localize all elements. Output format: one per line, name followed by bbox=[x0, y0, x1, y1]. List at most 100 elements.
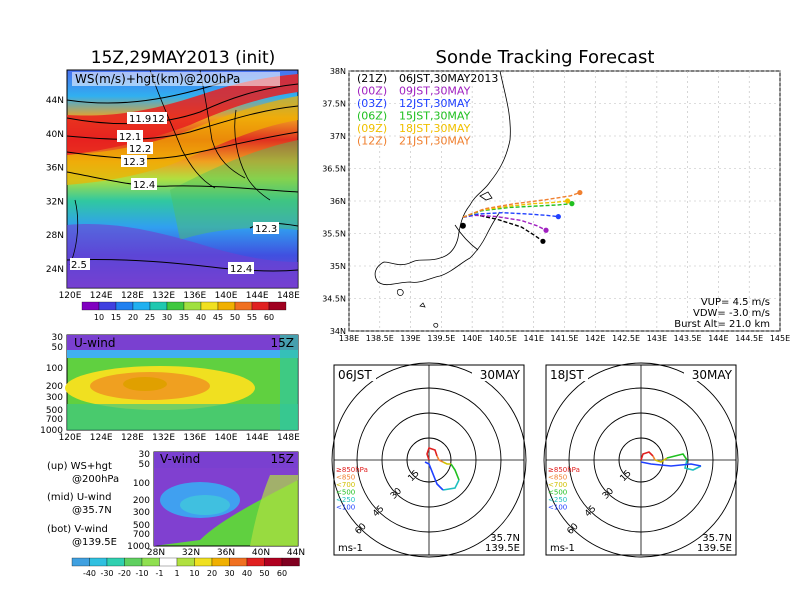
vwind-pressure-tick: 50 bbox=[139, 460, 151, 470]
colorbar-label: 50 bbox=[230, 313, 240, 322]
colorbar-label: 60 bbox=[277, 569, 287, 578]
hodo-unit: ms-1 bbox=[338, 543, 363, 554]
uwind-lon-tick: 148E bbox=[277, 433, 300, 443]
colorbar-swatch bbox=[246, 557, 265, 567]
pressure-legend: ≥850hPa bbox=[336, 466, 368, 474]
track-lon-tick: 144.5E bbox=[735, 334, 763, 343]
pressure-legend: <250 bbox=[336, 496, 355, 504]
colorbar-label: -20 bbox=[118, 569, 131, 578]
legend-code: (12Z) bbox=[357, 135, 387, 148]
track-line bbox=[462, 202, 572, 218]
landing-point bbox=[540, 238, 546, 244]
hodo-lon: 139.5E bbox=[697, 543, 732, 554]
pressure-legend: <850 bbox=[548, 474, 567, 482]
colorbar-swatch bbox=[89, 557, 108, 567]
track-lon-tick: 139E bbox=[400, 334, 420, 343]
track-lat-tick: 37N bbox=[330, 132, 346, 141]
uwind-pressure-tick: 500 bbox=[46, 406, 63, 416]
vdw-text: VDW= -3.0 m/s bbox=[693, 308, 770, 319]
legend-code: (06Z) bbox=[357, 110, 387, 123]
hodo-date: 30MAY bbox=[692, 368, 733, 382]
uwind-lon-tick: 144E bbox=[246, 433, 269, 443]
colorbar-swatch bbox=[183, 301, 202, 311]
colorbar-label: 40 bbox=[242, 569, 252, 578]
track-legend: (21Z) 06JST,30MAY2013 (00Z) 09JST,30MAY (03Z… bbox=[357, 72, 498, 148]
vwind-pressure-tick: 30 bbox=[139, 450, 151, 460]
map-lon-tick: 124E bbox=[90, 291, 113, 301]
landing-point bbox=[543, 227, 549, 233]
vwind-panel: V-wind 15Z bbox=[153, 451, 299, 547]
contour-label: 2.5 bbox=[71, 260, 87, 271]
map-lat-ticks: 44N 40N 36N 32N 28N 24N bbox=[46, 96, 64, 275]
map-lat-tick: 28N bbox=[46, 231, 64, 241]
track-lon-tick: 142E bbox=[585, 334, 605, 343]
track-lat-tick: 35N bbox=[330, 262, 346, 271]
note-bot: (bot) V-wind bbox=[47, 524, 108, 535]
legend-time: 21JST,30MAY bbox=[399, 135, 471, 148]
track-lat-ticks: 38N 37.5N 37N 36.5N 36N 35.5N 35N 34.5N 34N bbox=[322, 67, 346, 336]
track-lon-tick: 145E bbox=[770, 334, 790, 343]
uwind-lon-tick: 120E bbox=[59, 433, 82, 443]
uwind-lon-tick: 124E bbox=[90, 433, 113, 443]
note-mid: (mid) U-wind bbox=[47, 492, 111, 503]
colorbar-label: 35 bbox=[179, 313, 189, 322]
right-title: Sonde Tracking Forecast bbox=[436, 47, 655, 68]
hodo-trace bbox=[442, 479, 460, 491]
vwind-pressure-tick: 500 bbox=[133, 521, 150, 531]
colorbar-label: 15 bbox=[111, 313, 121, 322]
track-lon-ticks: 138E 138.5E 139E 139.5E 140E 140.5E 141E 141.5E… bbox=[339, 334, 790, 343]
colorbar-label: 10 bbox=[189, 569, 199, 578]
uwind-lon-tick: 132E bbox=[152, 433, 175, 443]
hodo-trace bbox=[640, 461, 702, 467]
map-lon-tick: 144E bbox=[246, 291, 269, 301]
vwind-label: V-wind bbox=[160, 452, 200, 466]
hodo-time: 18JST bbox=[550, 368, 584, 382]
uwind-time: 15Z bbox=[271, 336, 295, 350]
track-lon-tick: 138.5E bbox=[366, 334, 394, 343]
contour-label: 12.3 bbox=[255, 224, 277, 235]
track-lat-tick: 34N bbox=[330, 327, 346, 336]
map-label: WS(m/s)+hgt(km)@200hPa bbox=[75, 72, 240, 86]
colorbar-swatch bbox=[98, 301, 117, 311]
track-line bbox=[462, 211, 559, 218]
track-lon-tick: 139.5E bbox=[427, 334, 455, 343]
track-line bbox=[462, 191, 581, 218]
track-line bbox=[462, 200, 568, 218]
uwind-pressure-tick: 30 bbox=[52, 333, 64, 343]
hodo-trace bbox=[426, 446, 438, 461]
uwind-label: U-wind bbox=[74, 336, 115, 350]
colorbar-swatch bbox=[229, 557, 248, 567]
vwind-lat-tick: 28N bbox=[147, 548, 165, 558]
hodo-trace bbox=[652, 455, 656, 461]
map-lat-tick: 44N bbox=[46, 96, 64, 106]
track-lat-tick: 36.5N bbox=[322, 165, 346, 174]
legend-code: (03Z) bbox=[357, 97, 387, 110]
colorbar-swatch bbox=[166, 301, 185, 311]
label-bg bbox=[684, 367, 734, 381]
colorbar-label: 60 bbox=[264, 313, 274, 322]
hodo-trace bbox=[424, 461, 444, 491]
hodo-trace bbox=[640, 451, 654, 461]
map-lat-tick: 24N bbox=[46, 265, 64, 275]
legend-code: (00Z) bbox=[357, 85, 387, 98]
vwind-lat-tick: 40N bbox=[252, 548, 270, 558]
colorbar-label: 20 bbox=[207, 569, 217, 578]
pressure-legend: <700 bbox=[548, 481, 567, 489]
colorbar-swatch bbox=[281, 557, 300, 567]
contour-label: 12 bbox=[152, 114, 165, 125]
vwind-lat-tick: 36N bbox=[217, 548, 235, 558]
track-lat-tick: 34.5N bbox=[322, 295, 346, 304]
uwind-pressure-tick: 1000 bbox=[40, 426, 63, 436]
hodo-lon: 139.5E bbox=[485, 543, 520, 554]
map-lon-tick: 136E bbox=[183, 291, 206, 301]
hodo-trace bbox=[436, 455, 444, 463]
pressure-legend: <700 bbox=[336, 481, 355, 489]
colorbar-swatch bbox=[124, 557, 143, 567]
hodo-trace bbox=[666, 453, 688, 461]
label-bg bbox=[548, 367, 588, 381]
uwind-lon-ticks: 120E 124E 128E 132E 136E 140E 144E 148E bbox=[59, 433, 301, 443]
colorbar-label: -10 bbox=[135, 569, 148, 578]
speed-colorbar: 10 15 20 25 30 35 40 45 50 55 60 bbox=[81, 301, 287, 322]
